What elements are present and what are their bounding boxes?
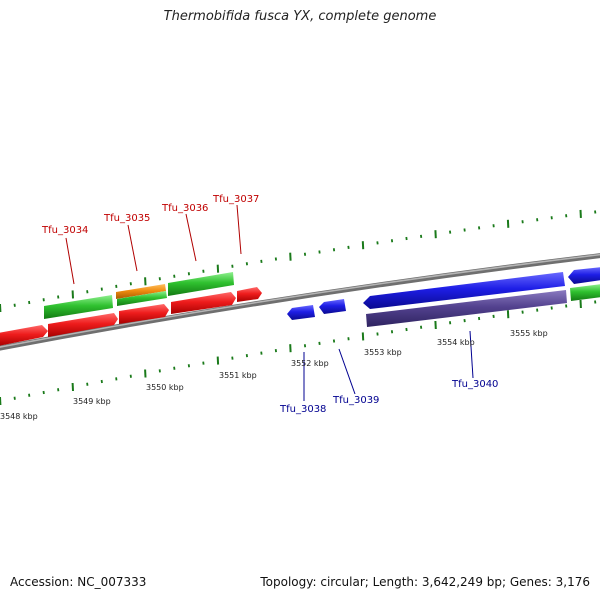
axis-label-3553: 3553 kbp [364, 348, 402, 357]
axis-label-3552: 3552 kbp [291, 359, 329, 368]
forward-strand-features [0, 272, 262, 346]
gene-label-tfu-3036[interactable]: Tfu_3036 [161, 203, 208, 214]
axis-label-3548: 3548 kbp [0, 412, 38, 421]
feature-cds-tfu-3039[interactable] [319, 299, 346, 314]
feature-cds-right-edge[interactable] [568, 267, 600, 284]
axis-label-3555: 3555 kbp [510, 329, 548, 338]
outer-tick-ring [0, 209, 597, 313]
feature-cds-tfu-3034[interactable] [48, 313, 118, 337]
gene-label-tfu-3035[interactable]: Tfu_3035 [103, 213, 150, 224]
feature-cds-left-edge[interactable] [0, 325, 48, 346]
feature-cds-tfu-3035[interactable] [119, 304, 169, 324]
axis-label-3551: 3551 kbp [219, 371, 257, 380]
gene-label-tfu-3039[interactable]: Tfu_3039 [332, 395, 379, 406]
feature-rna-tfu-3040[interactable] [366, 290, 567, 327]
axis-labels: 3548 kbp 3549 kbp 3550 kbp 3551 kbp 3552… [0, 329, 548, 421]
inner-tick-ring [0, 299, 597, 406]
gene-labels: Tfu_3034 Tfu_3035 Tfu_3036 Tfu_3037 Tfu_… [41, 194, 498, 415]
genome-backbone [0, 253, 600, 351]
gene-label-tfu-3034[interactable]: Tfu_3034 [41, 225, 88, 236]
axis-label-3549: 3549 kbp [73, 397, 111, 406]
gene-label-tfu-3037[interactable]: Tfu_3037 [212, 194, 259, 205]
feature-rna-tfu-3034[interactable] [44, 295, 113, 319]
feature-misc-tfu-3035[interactable] [116, 284, 166, 299]
gene-label-tfu-3040[interactable]: Tfu_3040 [451, 379, 498, 390]
axis-label-3550: 3550 kbp [146, 383, 184, 392]
genome-summary-text: Topology: circular; Length: 3,642,249 bp… [260, 575, 590, 589]
gene-leader-lines [65, 204, 474, 401]
feature-rna-tfu-3035[interactable] [117, 291, 167, 306]
map-title: Thermobifida fusca YX, complete genome [163, 9, 437, 24]
feature-rna-right-edge[interactable] [570, 284, 600, 301]
accession-text: Accession: NC_007333 [10, 575, 147, 589]
feature-cds-tfu-3040[interactable] [363, 272, 565, 309]
reverse-strand-features [287, 267, 600, 327]
axis-label-3554: 3554 kbp [437, 338, 475, 347]
feature-cds-tfu-3037[interactable] [237, 287, 262, 302]
feature-cds-tfu-3038[interactable] [287, 305, 315, 320]
feature-rna-tfu-3036[interactable] [168, 272, 234, 296]
feature-cds-tfu-3036[interactable] [171, 292, 236, 314]
gene-label-tfu-3038[interactable]: Tfu_3038 [279, 404, 326, 415]
